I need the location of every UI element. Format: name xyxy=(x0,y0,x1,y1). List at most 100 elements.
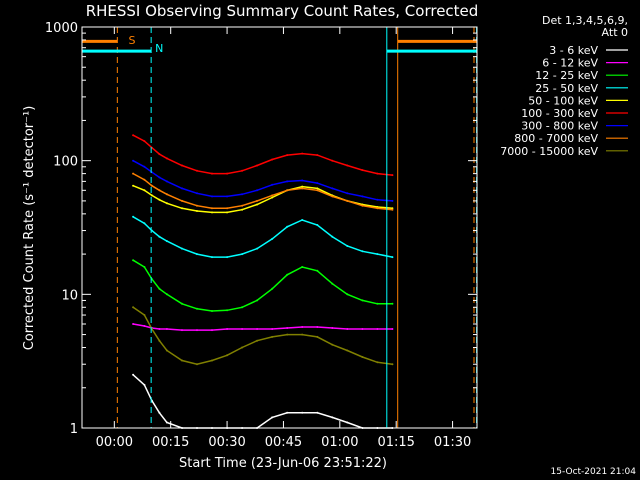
data-point xyxy=(346,164,349,167)
y-axis-label: Corrected Count Rate (s⁻¹ detector⁻¹) xyxy=(22,106,37,351)
data-point xyxy=(196,192,198,195)
data-point xyxy=(196,204,198,207)
y-tick-label: 10 xyxy=(61,288,78,303)
series-line xyxy=(132,323,393,331)
data-point xyxy=(132,134,135,137)
data-point xyxy=(301,219,304,221)
data-point xyxy=(316,189,319,192)
data-point xyxy=(143,140,146,143)
data-point xyxy=(241,208,244,211)
data-point xyxy=(301,333,304,336)
data-point xyxy=(211,207,213,210)
data-point xyxy=(361,328,364,330)
data-point xyxy=(256,203,259,206)
data-point xyxy=(181,199,183,202)
data-point xyxy=(346,328,349,330)
data-point xyxy=(165,349,168,352)
data-point xyxy=(211,195,213,198)
plot-frame xyxy=(81,26,478,429)
data-point xyxy=(143,222,146,225)
data-point xyxy=(165,328,168,330)
data-point xyxy=(132,306,135,309)
x-tick-label: 00:00 xyxy=(96,435,133,450)
data-point xyxy=(165,157,168,160)
data-point xyxy=(150,184,153,187)
data-point xyxy=(165,202,168,205)
data-point xyxy=(158,328,161,330)
data-point xyxy=(158,287,161,290)
data-point xyxy=(391,302,394,305)
data-point xyxy=(286,189,289,192)
x-tick-label: 00:30 xyxy=(208,435,245,450)
data-point xyxy=(331,195,334,198)
data-point xyxy=(143,266,146,268)
data-point xyxy=(346,192,349,195)
data-point xyxy=(391,256,394,259)
data-point xyxy=(331,159,334,162)
data-point xyxy=(132,184,135,187)
data-point xyxy=(226,256,229,259)
data-point xyxy=(158,153,161,156)
data-point xyxy=(376,302,379,305)
data-point xyxy=(316,335,319,338)
legend-label: 50 - 100 keV xyxy=(528,94,598,107)
data-point xyxy=(132,172,135,175)
series-line xyxy=(132,216,393,258)
data-point xyxy=(181,207,183,210)
data-point xyxy=(181,302,183,305)
data-point xyxy=(346,293,349,296)
data-point xyxy=(361,195,364,198)
data-point xyxy=(226,172,229,175)
data-point xyxy=(271,416,274,419)
legend-label: 12 - 25 keV xyxy=(535,69,598,82)
data-point xyxy=(132,159,135,162)
data-point xyxy=(211,310,213,312)
data-point xyxy=(158,235,161,238)
data-point xyxy=(211,359,213,362)
chart-title: RHESSI Observing Summary Count Rates, Co… xyxy=(86,2,479,20)
data-point xyxy=(256,164,259,167)
data-point xyxy=(331,416,334,419)
data-point xyxy=(256,199,259,202)
data-point xyxy=(346,349,349,352)
data-point xyxy=(391,208,394,211)
data-point xyxy=(286,154,289,157)
legend-label: 6 - 12 keV xyxy=(542,57,598,70)
data-point xyxy=(241,193,244,196)
data-point xyxy=(271,158,274,161)
data-point xyxy=(196,363,198,366)
data-point xyxy=(226,354,229,357)
data-point xyxy=(226,309,229,312)
data-point xyxy=(256,189,259,192)
x-axis-label: Start Time (23-Jun-06 23:51:22) xyxy=(179,456,387,471)
data-point xyxy=(143,325,146,327)
data-point xyxy=(361,204,364,207)
data-point xyxy=(391,328,394,330)
data-point xyxy=(301,326,304,328)
data-point xyxy=(301,185,304,188)
data-point xyxy=(301,187,304,190)
data-point xyxy=(286,180,289,183)
data-point xyxy=(196,329,198,332)
data-point xyxy=(181,329,183,332)
data-point xyxy=(196,169,198,172)
legend-label: 7000 - 15000 keV xyxy=(500,145,598,158)
data-point xyxy=(256,247,259,250)
footer-timestamp: 15-Oct-2021 21:04 xyxy=(551,467,637,477)
data-point xyxy=(181,247,183,250)
data-point xyxy=(346,421,349,424)
data-point xyxy=(301,411,304,414)
series-line xyxy=(132,160,393,202)
data-point xyxy=(143,178,146,181)
data-point xyxy=(346,199,349,202)
data-point xyxy=(331,282,334,285)
attenuator-label: Att 0 xyxy=(602,26,628,39)
series-line xyxy=(132,306,393,365)
data-point xyxy=(196,253,198,256)
data-point xyxy=(132,215,135,218)
data-point xyxy=(331,327,334,329)
data-point xyxy=(165,421,168,424)
y-tick-label: 1000 xyxy=(45,21,78,36)
